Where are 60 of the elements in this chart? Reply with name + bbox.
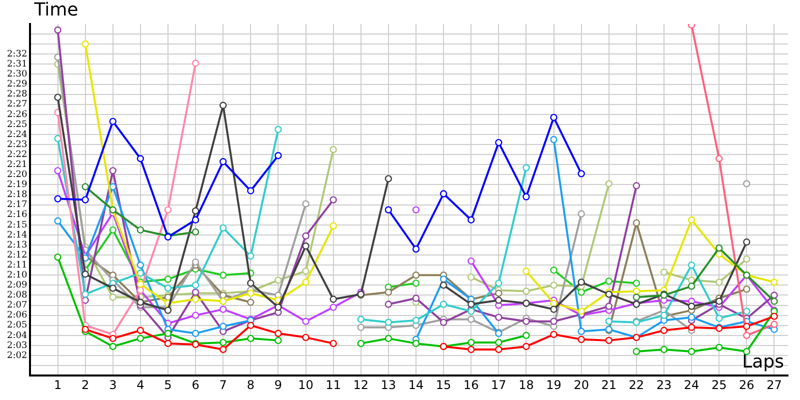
y-tick-label: 2:31 (6, 60, 28, 70)
x-tick-label: 18 (518, 378, 534, 392)
x-tick-label: 27 (766, 378, 782, 392)
y-tick-label: 2:05 (6, 320, 28, 331)
x-tick-label: 15 (436, 378, 452, 392)
x-tick-label: 4 (136, 378, 144, 392)
y-axis-title: Time (33, 0, 78, 21)
x-tick-label: 3 (109, 378, 117, 392)
y-tick-label: 2:20 (6, 170, 28, 180)
x-tick-label: 16 (463, 378, 479, 392)
y-tick-label: 2:06 (6, 310, 28, 321)
x-tick-label: 17 (491, 378, 506, 392)
x-tick-label: 25 (711, 378, 727, 392)
y-tick-label: 2:09 (6, 280, 28, 291)
x-tick-label: 2 (82, 378, 90, 392)
y-tick-label: 2:03 (6, 340, 28, 351)
y-tick-label: 2:23 (6, 140, 28, 150)
y-tick-label: 2:24 (6, 130, 28, 140)
y-tick-label: 2:27 (6, 100, 28, 110)
y-tick-label: 2:32 (6, 49, 28, 60)
x-tick-label: 6 (192, 378, 200, 392)
y-tick-label: 2:12 (6, 250, 28, 260)
y-tick-label: 2:17 (6, 200, 28, 210)
y-tick-label: 2:30 (6, 70, 28, 80)
x-tick-label: 20 (574, 378, 589, 392)
y-tick-label: 2:22 (6, 150, 28, 160)
x-tick-label: 10 (298, 378, 314, 392)
x-tick-label: 19 (546, 378, 562, 392)
x-tick-label: 13 (380, 378, 396, 392)
y-tick-label: 2:16 (6, 210, 28, 220)
y-tick-label: 2:26 (6, 110, 28, 120)
y-tick-label: 2:29 (6, 80, 28, 90)
y-tick-label: 2:15 (6, 220, 28, 230)
x-axis-title: Laps (742, 351, 784, 372)
x-tick-label: 21 (601, 378, 617, 392)
x-tick-label: 9 (274, 378, 282, 392)
y-tick-label: 2:18 (6, 190, 28, 200)
y-tick-label: 2:21 (6, 160, 28, 170)
y-tick-label: 2:14 (6, 230, 28, 240)
y-tick-label: 2:13 (6, 240, 28, 250)
x-tick-label: 12 (353, 378, 369, 392)
y-tick-label: 2:08 (6, 290, 28, 301)
y-tick-label: 2:07 (6, 300, 28, 311)
y-tick-label: 2:19 (6, 180, 28, 190)
x-tick-label: 24 (684, 378, 700, 392)
x-tick-label: 7 (219, 378, 227, 392)
y-tick-label: 2:25 (6, 120, 28, 130)
x-tick-label: 1 (54, 378, 62, 392)
y-tick-label: 2:04 (6, 330, 28, 341)
y-tick-label: 2:11 (6, 260, 28, 270)
x-tick-label: 22 (628, 378, 644, 392)
x-tick-label: 5 (164, 378, 172, 392)
y-tick-label: 2:10 (6, 270, 28, 280)
x-tick-label: 14 (408, 378, 424, 392)
x-tick-label: 23 (656, 378, 672, 392)
y-tick-label: 2:02 (6, 350, 28, 361)
x-tick-label: 8 (246, 378, 254, 392)
x-tick-label: 11 (326, 378, 341, 392)
x-tick-label: 26 (739, 378, 754, 392)
y-tick-label: 2:28 (6, 90, 28, 100)
